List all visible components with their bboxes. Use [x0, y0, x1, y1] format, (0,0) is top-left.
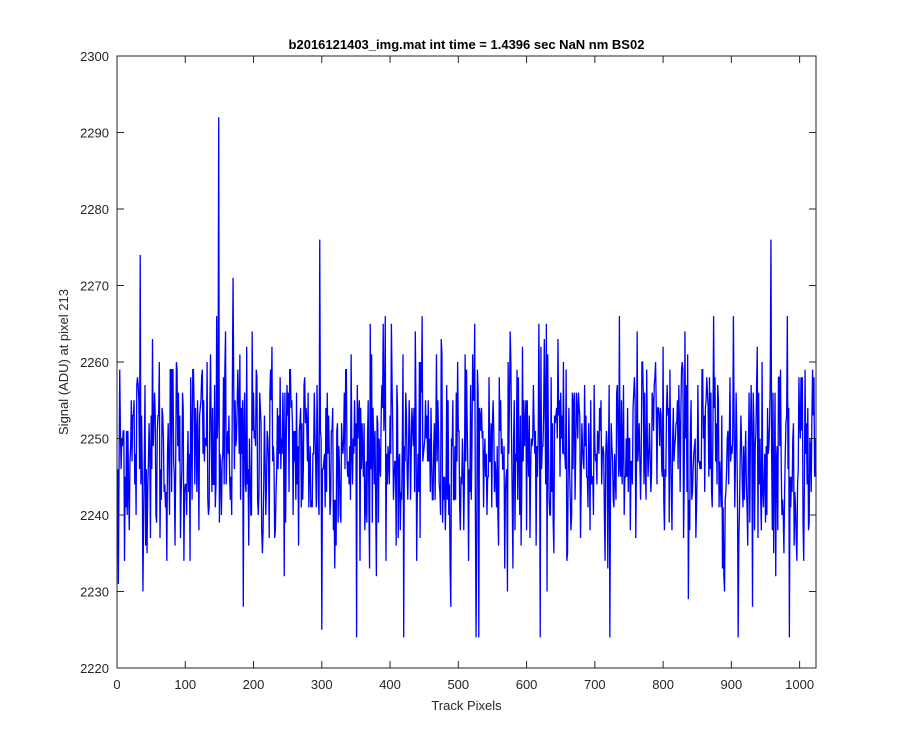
x-tick-label: 100: [174, 677, 196, 692]
data-layer: [117, 117, 817, 638]
y-tick-label: 2300: [80, 49, 109, 64]
x-tick-label: 500: [447, 677, 469, 692]
x-tick-label: 600: [516, 677, 538, 692]
y-tick-label: 2250: [80, 432, 109, 447]
y-tick-label: 2270: [80, 279, 109, 294]
y-tick-label: 2220: [80, 661, 109, 676]
y-tick-label: 2230: [80, 585, 109, 600]
x-tick-label: 200: [243, 677, 265, 692]
plot-area: [117, 56, 816, 668]
x-tick-label: 800: [652, 677, 674, 692]
x-tick-label: 300: [311, 677, 333, 692]
chart-title: b2016121403_img.mat int time = 1.4396 se…: [289, 37, 645, 52]
y-tick-label: 2240: [80, 508, 109, 523]
y-ticks: 2220 2230 2240 2250 2260 2270 2280 2290 2300: [80, 49, 816, 676]
x-tick-label: 0: [113, 677, 120, 692]
x-tick-label: 400: [379, 677, 401, 692]
y-axis-label: Signal (ADU) at pixel 213: [56, 289, 71, 435]
x-axis-label: Track Pixels: [431, 698, 502, 713]
y-tick-label: 2280: [80, 202, 109, 217]
x-ticks: 0 100 200 300 400 500 600 700 800 900 1000: [113, 56, 814, 692]
y-tick-label: 2260: [80, 355, 109, 370]
series-line: [117, 117, 817, 638]
y-tick-label: 2290: [80, 126, 109, 141]
x-tick-label: 700: [584, 677, 606, 692]
x-tick-label: 1000: [785, 677, 814, 692]
x-tick-label: 900: [721, 677, 743, 692]
